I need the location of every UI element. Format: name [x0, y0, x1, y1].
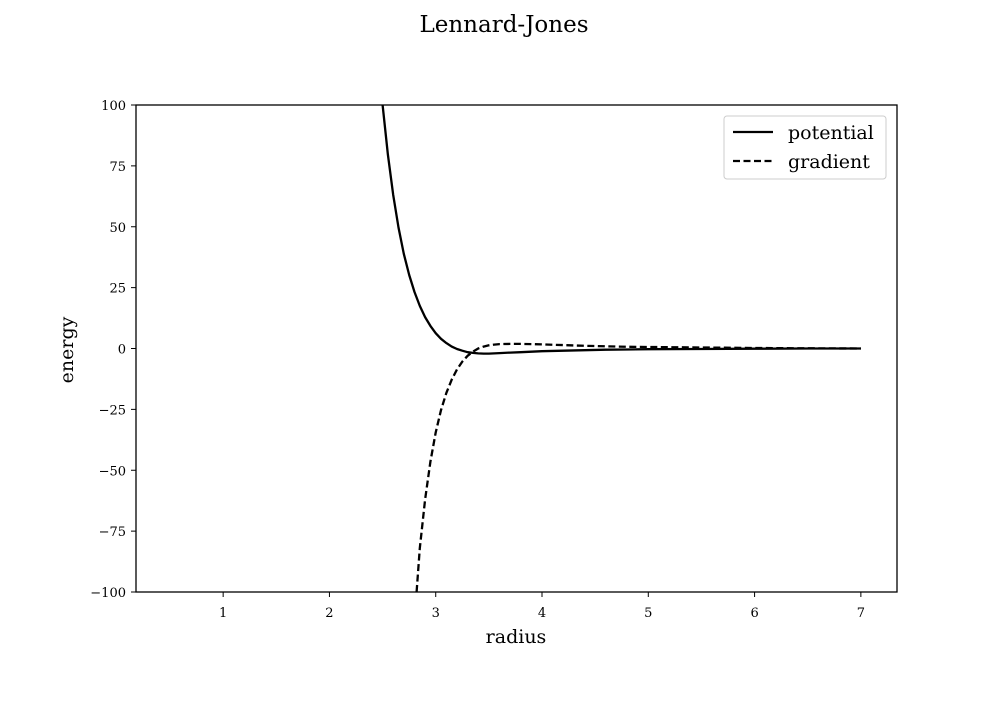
x-tick-label: 5	[644, 606, 652, 621]
x-tick-label: 4	[538, 606, 546, 621]
y-tick-label: 0	[118, 343, 126, 358]
y-tick-label: −75	[99, 525, 126, 540]
y-tick-label: 75	[109, 160, 126, 175]
y-tick-label: −100	[90, 586, 126, 601]
x-tick-label: 3	[432, 606, 440, 621]
chart-title: Lennard-Jones	[419, 12, 588, 38]
legend: potential gradient	[723, 115, 887, 180]
y-tick-label: −50	[99, 464, 126, 479]
y-tick-label: 100	[101, 99, 126, 114]
x-tick-label: 1	[219, 606, 227, 621]
series-layer	[381, 105, 861, 592]
y-tick-label: −25	[99, 403, 126, 418]
x-axis-ticks: 1 2 3 4 5 6 7	[219, 592, 865, 621]
y-axis-ticks: 100 75 50 25 0 −25 −50 −75 −100	[90, 99, 136, 601]
y-tick-label: 25	[109, 282, 126, 297]
series-line-potential	[381, 105, 861, 355]
legend-label-potential: potential	[788, 122, 874, 144]
series-line-gradient	[415, 342, 861, 592]
legend-label-gradient: gradient	[788, 151, 870, 173]
x-tick-label: 2	[325, 606, 333, 621]
y-axis-label: energy	[56, 316, 78, 383]
x-tick-label: 7	[857, 606, 865, 621]
x-axis-label: radius	[486, 626, 547, 648]
y-tick-label: 50	[109, 221, 126, 236]
x-tick-label: 6	[750, 606, 758, 621]
